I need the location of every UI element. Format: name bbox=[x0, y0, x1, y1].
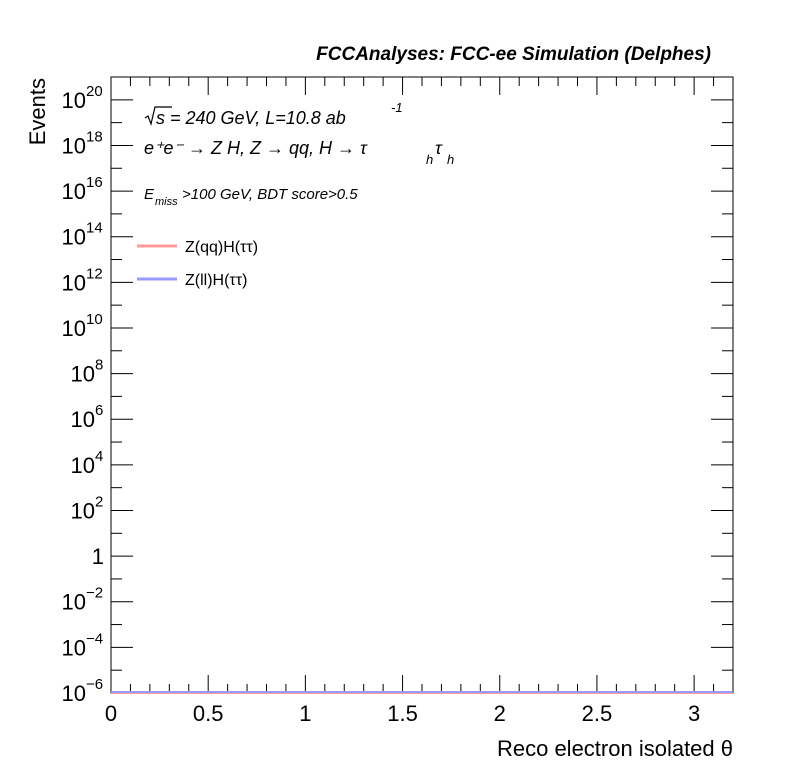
x-tick-label: 2.5 bbox=[582, 701, 613, 726]
y-tick-exponent: 20 bbox=[86, 83, 103, 100]
chart-title: FCCAnalyses: FCC-ee Simulation (Delphes) bbox=[316, 44, 711, 65]
selection-sub: miss bbox=[155, 196, 178, 208]
y-tick-label: 10 bbox=[62, 590, 86, 615]
sqrt-s-label: s bbox=[156, 108, 165, 128]
y-tick-exponent: 16 bbox=[86, 174, 103, 191]
lumi-label: = 240 GeV, L=10.8 ab bbox=[165, 108, 346, 128]
y-tick-exponent: 8 bbox=[95, 357, 103, 374]
y-tick-exponent: 14 bbox=[86, 220, 103, 237]
lumi-exponent: -1 bbox=[391, 100, 403, 115]
y-tick-label: 10 bbox=[62, 225, 86, 250]
y-tick-exponent: 18 bbox=[86, 128, 103, 145]
svg-text:s = 240 GeV, L=10.8 ab: s = 240 GeV, L=10.8 ab bbox=[156, 108, 346, 128]
y-tick-label: 10 bbox=[71, 498, 95, 523]
x-tick-label: 0 bbox=[105, 701, 117, 726]
y-tick-label: 10 bbox=[62, 681, 86, 706]
legend-label-zll: Z(ll)H(ττ) bbox=[185, 272, 247, 289]
y-tick-label: 10 bbox=[62, 270, 86, 295]
energy-lumi-annotation: s = 240 GeV, L=10.8 ab -1 bbox=[144, 100, 403, 128]
y-tick-label: 10 bbox=[62, 133, 86, 158]
y-tick-exponent: 10 bbox=[86, 311, 103, 328]
process-sub1: h bbox=[426, 152, 433, 167]
legend: Z(qq)H(ττ) Z(ll)H(ττ) bbox=[137, 239, 258, 289]
process-tau2: τ bbox=[435, 138, 443, 158]
selection-label: >100 GeV, BDT score>0.5 bbox=[182, 186, 358, 203]
x-tick-label: 0.5 bbox=[193, 701, 224, 726]
x-axis-title: Reco electron isolated θ bbox=[497, 736, 733, 761]
y-tick-exponent: 2 bbox=[95, 493, 103, 510]
legend-label-zqq: Z(qq)H(ττ) bbox=[185, 239, 258, 256]
series-layer bbox=[111, 691, 733, 694]
y-tick-label: 10 bbox=[71, 453, 95, 478]
y-tick-label: 10 bbox=[62, 179, 86, 204]
y-tick-label: 10 bbox=[71, 407, 95, 432]
x-tick-label: 2 bbox=[494, 701, 506, 726]
y-tick-exponent: 12 bbox=[86, 265, 103, 282]
y-tick-label: 10 bbox=[62, 88, 86, 113]
sqrt-symbol bbox=[144, 106, 172, 127]
y-tick-exponent: −2 bbox=[86, 585, 103, 602]
y-tick-label: 1 bbox=[92, 544, 104, 569]
x-tick-label: 3 bbox=[688, 701, 700, 726]
y-tick-exponent: −6 bbox=[86, 676, 103, 693]
plot-frame-layer bbox=[110, 76, 734, 694]
y-tick-exponent: 4 bbox=[95, 448, 103, 465]
y-tick-label: 10 bbox=[62, 316, 86, 341]
process-sub2: h bbox=[447, 152, 454, 167]
y-tick-exponent: −4 bbox=[86, 630, 103, 647]
y-tick-exponent: 6 bbox=[95, 402, 103, 419]
process-annotation: e⁺e⁻ → Z H, Z → qq, H → τ h τ h bbox=[144, 138, 454, 167]
selection-E: E bbox=[144, 186, 155, 203]
selection-annotation: E miss >100 GeV, BDT score>0.5 bbox=[144, 186, 358, 208]
y-tick-label: 10 bbox=[71, 362, 95, 387]
process-label: e⁺e⁻ → Z H, Z → qq, H → τ bbox=[144, 138, 368, 158]
plot-frame bbox=[110, 76, 734, 694]
y-tick-label: 10 bbox=[62, 635, 86, 660]
y-axis-title: Events bbox=[25, 78, 50, 145]
x-tick-label: 1 bbox=[299, 701, 311, 726]
x-tick-label: 1.5 bbox=[387, 701, 418, 726]
